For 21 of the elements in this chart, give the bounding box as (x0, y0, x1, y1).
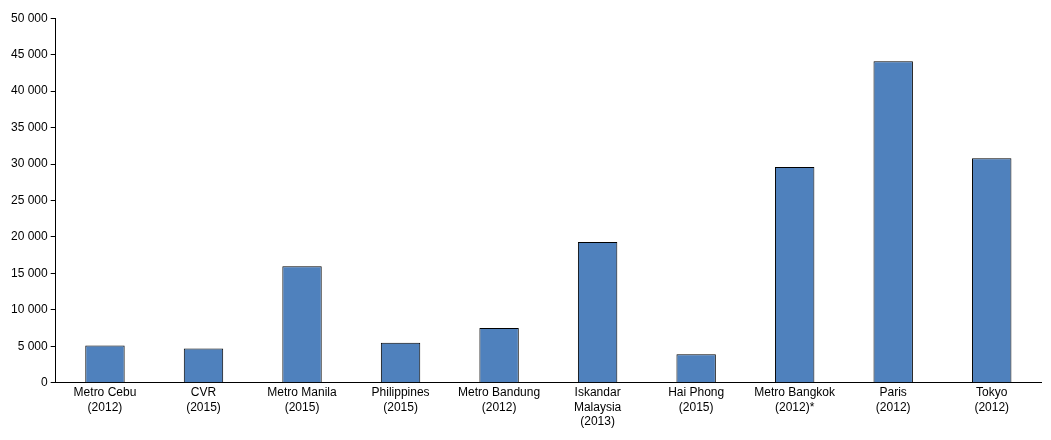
x-tick-label: Iskandar Malaysia (2013) (573, 385, 622, 429)
x-tick-label: Metro Manila (2015) (267, 385, 338, 414)
y-tick-label: 45 000 (11, 46, 49, 61)
y-tick-label: 0 (41, 375, 49, 390)
x-tick-label: CVR (2015) (186, 385, 221, 414)
x-tick-label: Paris (2012) (875, 385, 911, 414)
x-tick-label: Philippines (2015) (371, 385, 430, 414)
y-tick-label: 15 000 (11, 265, 49, 280)
x-tick-label: Metro Bandung (2012) (458, 385, 541, 414)
y-tick-label: 30 000 (11, 156, 49, 171)
y-tick-label: 5 000 (17, 338, 49, 353)
y-tick-label: 35 000 (11, 119, 49, 134)
y-tick-label: 50 000 (11, 10, 49, 25)
x-tick-label: Metro Cebu (2012) (73, 385, 137, 414)
y-tick-label: 10 000 (11, 302, 49, 317)
y-tick-label: 20 000 (11, 229, 49, 244)
x-tick-label: Hai Phong (2015) (668, 385, 725, 414)
x-tick-label: Metro Bangkok (2012)* (754, 385, 837, 414)
x-tick-label: Tokyo (2012) (974, 385, 1010, 414)
y-tick-label: 25 000 (11, 192, 49, 207)
y-tick-label: 40 000 (11, 83, 49, 98)
